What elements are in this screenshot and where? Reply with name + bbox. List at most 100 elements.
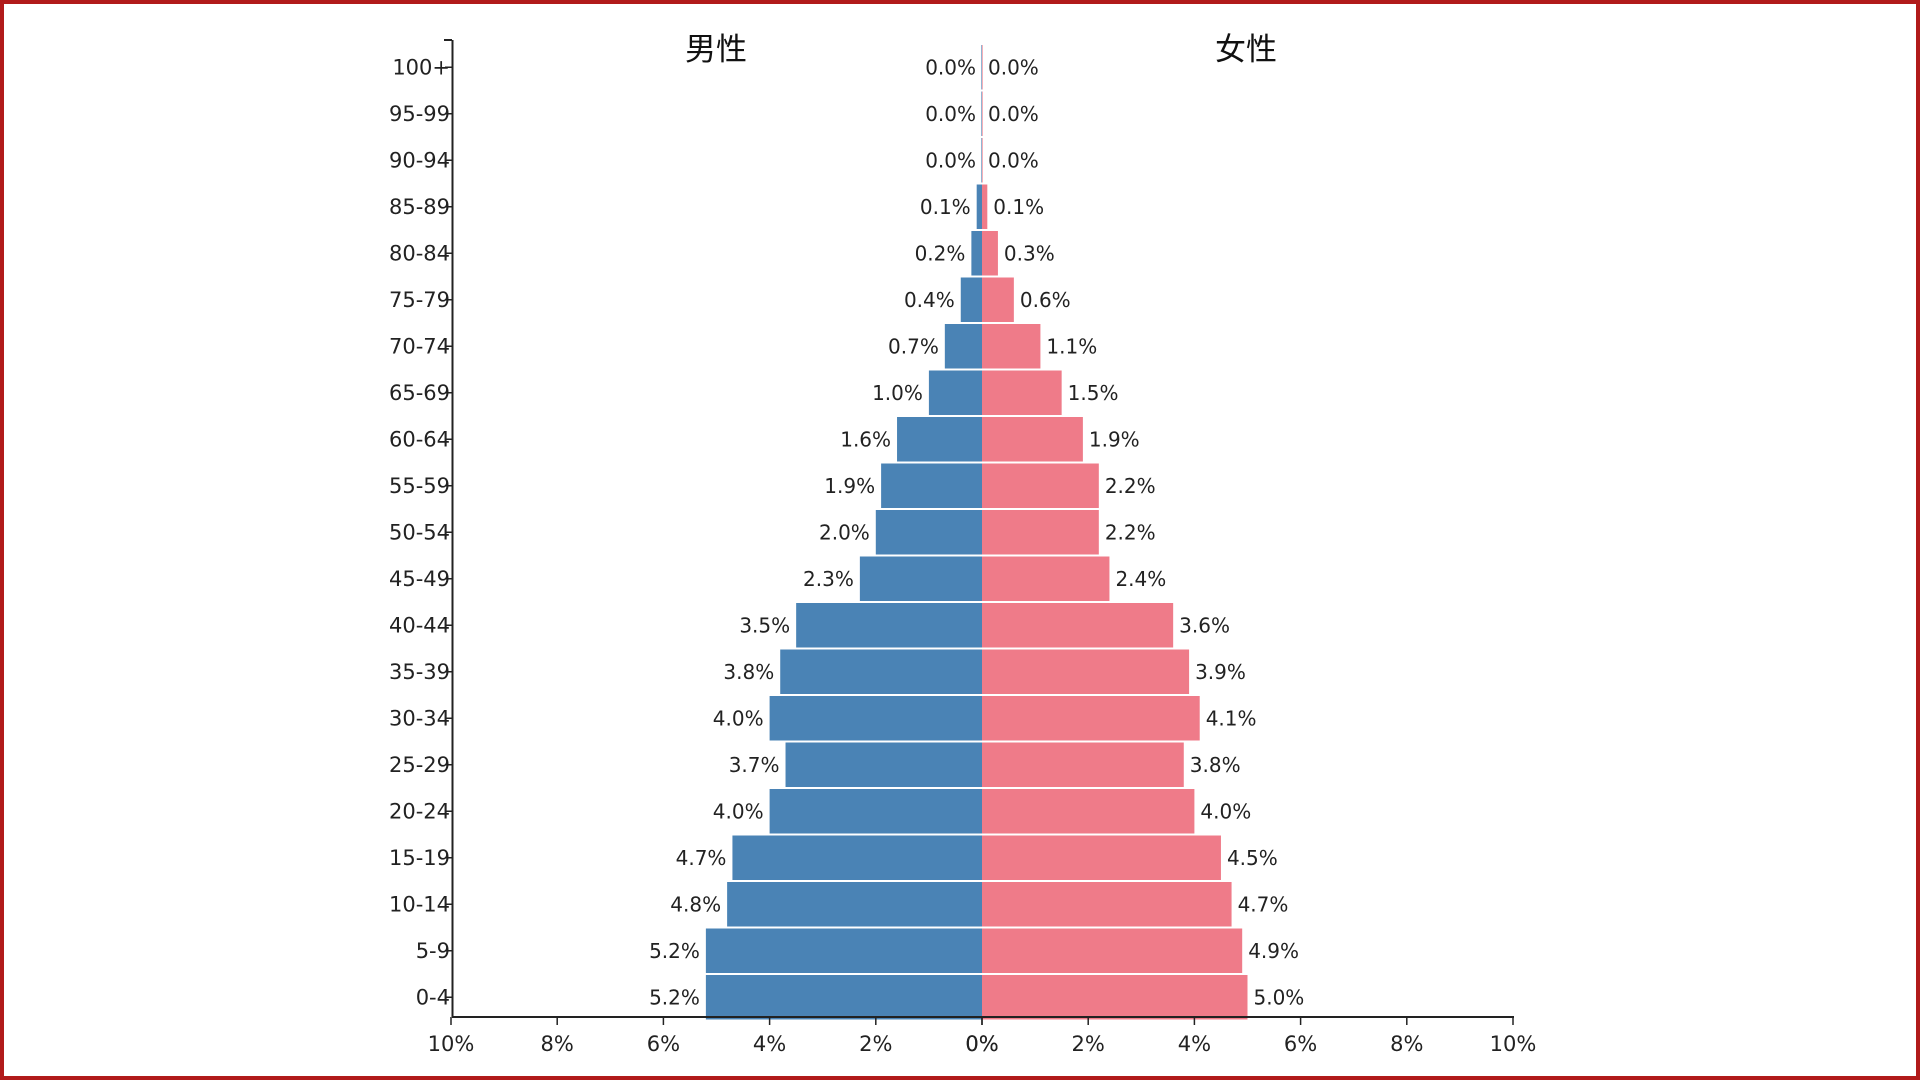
female-value-label: 2.2% — [1105, 474, 1156, 498]
male-value-label: 3.7% — [729, 753, 780, 777]
male-value-label: 1.9% — [824, 474, 875, 498]
age-group-label: 80-84 — [389, 241, 450, 265]
female-value-label: 0.3% — [1004, 241, 1055, 265]
age-group-label: 40-44 — [389, 613, 450, 637]
male-bar — [976, 184, 982, 229]
female-value-label: 2.4% — [1115, 567, 1166, 591]
female-value-label: 4.7% — [1238, 892, 1289, 916]
male-bar — [981, 45, 982, 90]
age-group-label: 60-64 — [389, 427, 450, 451]
male-bar — [875, 510, 982, 555]
male-bar — [727, 882, 982, 927]
female-bar — [982, 91, 983, 136]
female-bar — [982, 649, 1190, 694]
female-bar — [982, 603, 1174, 648]
female-title: 女性 — [1215, 32, 1277, 68]
female-value-label: 1.5% — [1068, 381, 1119, 405]
male-bar — [859, 556, 982, 601]
male-bar — [796, 603, 982, 648]
x-tick-label-male: 10% — [428, 1032, 475, 1056]
female-value-label: 2.2% — [1105, 520, 1156, 544]
female-value-label: 0.6% — [1020, 288, 1071, 312]
male-bar — [705, 928, 982, 973]
age-group-label: 15-19 — [389, 846, 450, 870]
female-bar — [982, 742, 1184, 787]
male-bar — [981, 91, 982, 136]
female-value-label: 4.5% — [1227, 846, 1278, 870]
female-value-label: 1.9% — [1089, 427, 1140, 451]
male-value-label: 2.0% — [819, 520, 870, 544]
male-value-label: 0.0% — [925, 148, 976, 172]
female-bar — [982, 370, 1062, 415]
age-group-label: 50-54 — [389, 520, 450, 544]
male-value-label: 4.0% — [713, 706, 764, 730]
age-group-label: 35-39 — [389, 660, 450, 684]
female-bar — [982, 556, 1110, 601]
age-group-label: 0-4 — [416, 985, 450, 1009]
female-bar — [982, 975, 1248, 1020]
x-tick-label-female: 2% — [1072, 1032, 1105, 1056]
age-group-label: 65-69 — [389, 381, 450, 405]
x-tick-label-female: 0% — [965, 1032, 998, 1056]
female-bar — [982, 928, 1243, 973]
age-group-label: 25-29 — [389, 753, 450, 777]
male-value-label: 0.1% — [920, 195, 971, 219]
female-bar — [982, 231, 998, 276]
age-group-label: 95-99 — [389, 102, 450, 126]
male-bar — [785, 742, 982, 787]
male-value-label: 4.7% — [676, 846, 727, 870]
male-title: 男性 — [685, 32, 747, 68]
female-value-label: 0.1% — [993, 195, 1044, 219]
male-bar — [732, 835, 982, 880]
x-tick-label-female: 10% — [1490, 1032, 1537, 1056]
male-bar — [981, 138, 982, 183]
age-group-label: 90-94 — [389, 148, 450, 172]
age-group-label: 45-49 — [389, 567, 450, 591]
male-value-label: 1.0% — [872, 381, 923, 405]
male-value-label: 0.0% — [925, 55, 976, 79]
female-value-label: 5.0% — [1254, 985, 1305, 1009]
female-bar — [982, 463, 1099, 508]
female-value-label: 0.0% — [988, 102, 1039, 126]
age-group-label: 5-9 — [416, 939, 450, 963]
female-value-label: 3.8% — [1190, 753, 1241, 777]
age-group-label: 100+ — [392, 55, 450, 79]
male-bar — [971, 231, 982, 276]
female-value-label: 0.0% — [988, 148, 1039, 172]
male-value-label: 0.4% — [904, 288, 955, 312]
female-bar — [982, 789, 1195, 834]
female-value-label: 0.0% — [988, 55, 1039, 79]
male-value-label: 1.6% — [840, 427, 891, 451]
female-bar — [982, 882, 1232, 927]
male-value-label: 2.3% — [803, 567, 854, 591]
age-group-label: 20-24 — [389, 799, 450, 823]
male-bar — [928, 370, 982, 415]
male-bar — [944, 324, 982, 369]
male-value-label: 3.8% — [723, 660, 774, 684]
age-group-label: 10-14 — [389, 892, 450, 916]
x-tick-label-female: 8% — [1390, 1032, 1423, 1056]
male-bar — [780, 649, 982, 694]
male-bar — [960, 277, 982, 322]
male-bar — [897, 417, 982, 462]
male-bar — [769, 789, 982, 834]
female-value-label: 1.1% — [1046, 334, 1097, 358]
female-bar — [982, 138, 983, 183]
male-value-label: 5.2% — [649, 985, 700, 1009]
male-value-label: 0.2% — [915, 241, 966, 265]
male-value-label: 4.0% — [713, 799, 764, 823]
x-tick-label-male: 4% — [753, 1032, 786, 1056]
x-tick-label-male: 6% — [647, 1032, 680, 1056]
female-value-label: 4.1% — [1206, 706, 1257, 730]
female-bar — [982, 510, 1099, 555]
x-tick-label-male: 2% — [859, 1032, 892, 1056]
age-group-label: 70-74 — [389, 334, 450, 358]
female-bar — [982, 696, 1200, 741]
male-bar — [769, 696, 982, 741]
female-bar — [982, 45, 983, 90]
male-bar — [881, 463, 982, 508]
male-bar — [705, 975, 982, 1020]
male-value-label: 0.0% — [925, 102, 976, 126]
